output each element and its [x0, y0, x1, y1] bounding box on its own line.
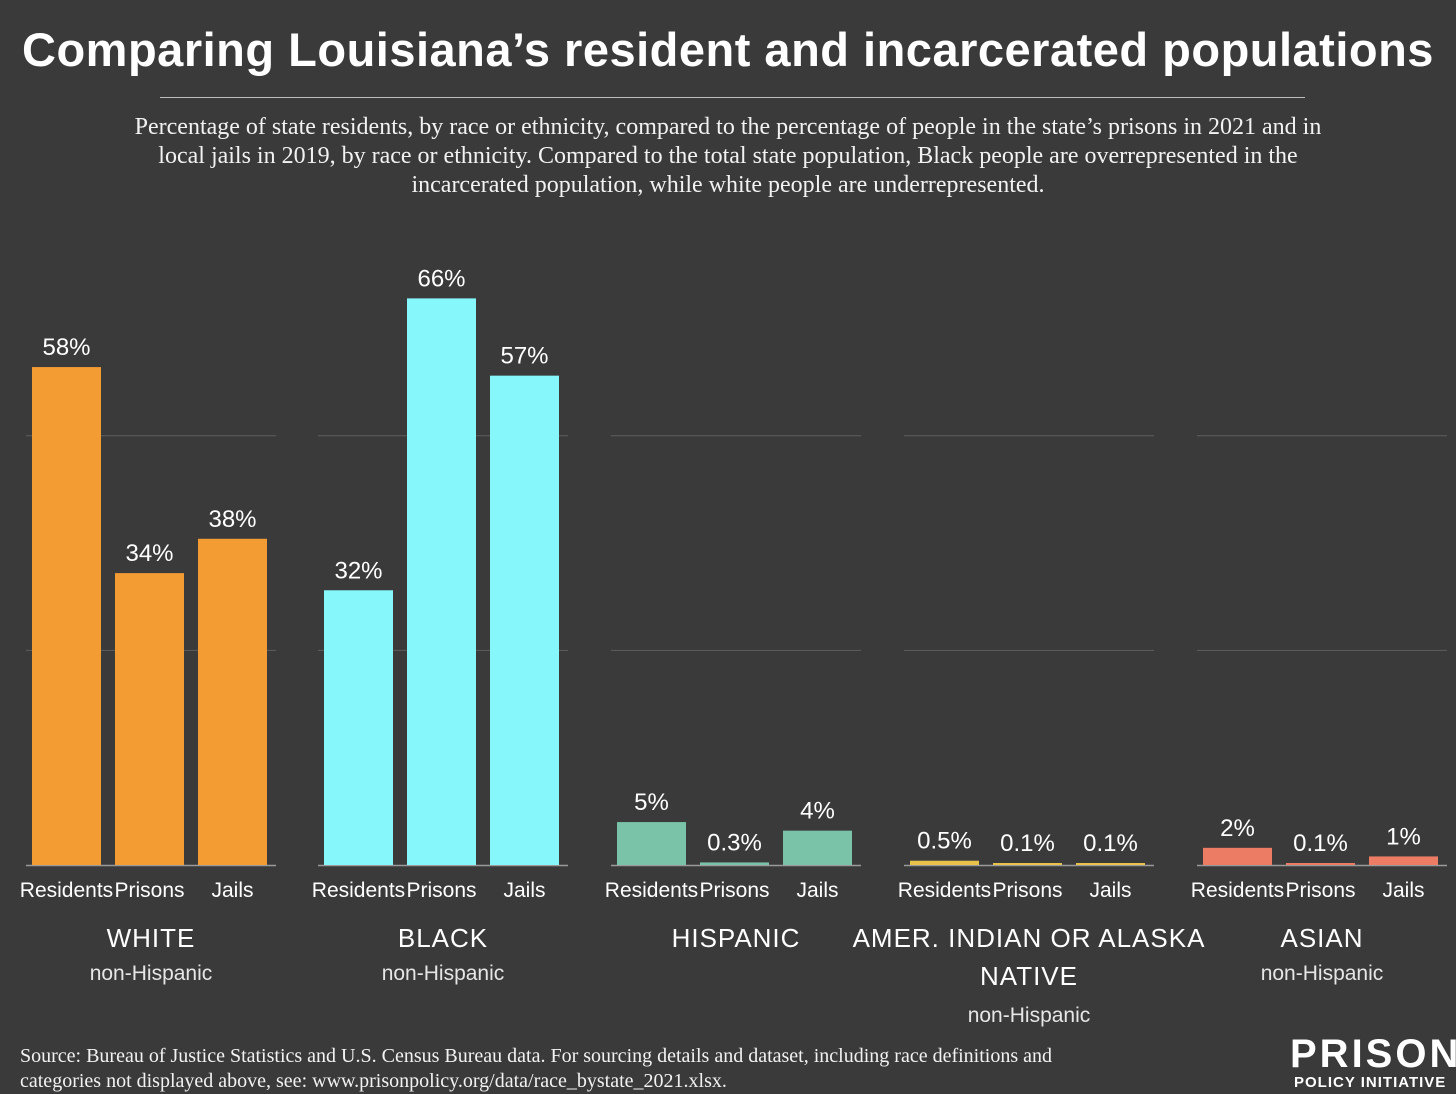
bar-black-prisons — [407, 298, 476, 865]
bar-category-label: Jails — [796, 879, 838, 902]
bar-category-label: Residents — [312, 879, 405, 902]
bar-category-label: Prisons — [699, 879, 769, 902]
group-name-white: WHITE — [107, 923, 196, 953]
bar-category-label: Residents — [1191, 879, 1284, 902]
bar-category-label: Jails — [211, 879, 253, 902]
bar-amer-indian-or-alaska-native-residents — [910, 860, 979, 865]
value-label-black-residents: 32% — [334, 557, 382, 584]
group-name-line: WHITE — [107, 923, 196, 953]
group-name-line: BLACK — [398, 923, 488, 953]
value-label-black-prisons: 66% — [417, 265, 465, 292]
logo-name: PRISON — [1290, 1032, 1456, 1076]
bar-category-label: Residents — [20, 879, 113, 902]
value-label-black-jails: 57% — [500, 343, 548, 370]
bar-category-label: Residents — [605, 879, 698, 902]
bar-amer-indian-or-alaska-native-prisons — [993, 863, 1062, 865]
bar-amer-indian-or-alaska-native-jails — [1076, 863, 1145, 865]
bar-category-label: Jails — [1089, 879, 1131, 902]
bar-asian-prisons — [1286, 863, 1355, 865]
bar-category-label: Prisons — [992, 879, 1062, 902]
value-label-hispanic-residents: 5% — [634, 789, 669, 816]
group-name-line: ASIAN — [1280, 923, 1363, 953]
bar-category-label: Prisons — [1285, 879, 1355, 902]
source-note: Source: Bureau of Justice Statistics and… — [20, 1045, 1052, 1092]
bar-category-label: Jails — [1382, 879, 1424, 902]
bar-category-label: Jails — [503, 879, 545, 902]
value-label-amer-indian-or-alaska-native-jails: 0.1% — [1083, 830, 1138, 857]
value-label-asian-jails: 1% — [1386, 823, 1421, 850]
value-label-white-residents: 58% — [42, 334, 90, 361]
group-subname-asian: non-Hispanic — [1261, 962, 1384, 985]
bar-category-label: Residents — [898, 879, 991, 902]
value-label-amer-indian-or-alaska-native-residents: 0.5% — [917, 828, 972, 855]
bar-white-residents — [32, 367, 101, 865]
group-name-hispanic: HISPANIC — [672, 923, 801, 953]
bar-category-label: Prisons — [406, 879, 476, 902]
bar-hispanic-jails — [783, 830, 852, 865]
logo-subtitle: POLICY INITIATIVE — [1294, 1074, 1447, 1091]
value-label-asian-residents: 2% — [1220, 815, 1255, 842]
bar-black-residents — [324, 590, 393, 865]
bar-hispanic-residents — [617, 822, 686, 865]
value-label-hispanic-jails: 4% — [800, 798, 835, 825]
group-subname-black: non-Hispanic — [382, 962, 505, 985]
bar-asian-jails — [1369, 856, 1438, 865]
group-name-line: NATIVE — [980, 961, 1078, 991]
prison-policy-initiative-logo: PRISON POLICY INITIATIVE — [1290, 1034, 1456, 1094]
group-name-line: HISPANIC — [672, 923, 801, 953]
bar-white-jails — [198, 538, 267, 865]
group-name-black: BLACK — [398, 923, 488, 953]
value-label-asian-prisons: 0.1% — [1293, 830, 1348, 857]
bar-white-prisons — [115, 573, 184, 865]
group-name-line: AMER. INDIAN OR ALASKA — [853, 923, 1206, 953]
bar-asian-residents — [1203, 847, 1272, 865]
title-divider — [160, 97, 1305, 98]
bar-hispanic-prisons — [700, 862, 769, 865]
chart-title: Comparing Louisiana’s resident and incar… — [22, 23, 1434, 76]
group-subname-amer-indian-or-alaska-native: non-Hispanic — [968, 1004, 1091, 1027]
group-name-asian: ASIAN — [1280, 923, 1363, 953]
group-subname-white: non-Hispanic — [90, 962, 213, 985]
chart-subtitle: Percentage of state residents, by race o… — [134, 114, 1322, 198]
value-label-white-prisons: 34% — [125, 540, 173, 567]
value-label-hispanic-prisons: 0.3% — [707, 829, 762, 856]
group-name-amer-indian-or-alaska-native: AMER. INDIAN OR ALASKA NATIVE — [853, 923, 1206, 991]
bar-black-jails — [490, 375, 559, 865]
value-label-white-jails: 38% — [208, 506, 256, 533]
value-label-amer-indian-or-alaska-native-prisons: 0.1% — [1000, 830, 1055, 857]
bar-category-label: Prisons — [114, 879, 184, 902]
